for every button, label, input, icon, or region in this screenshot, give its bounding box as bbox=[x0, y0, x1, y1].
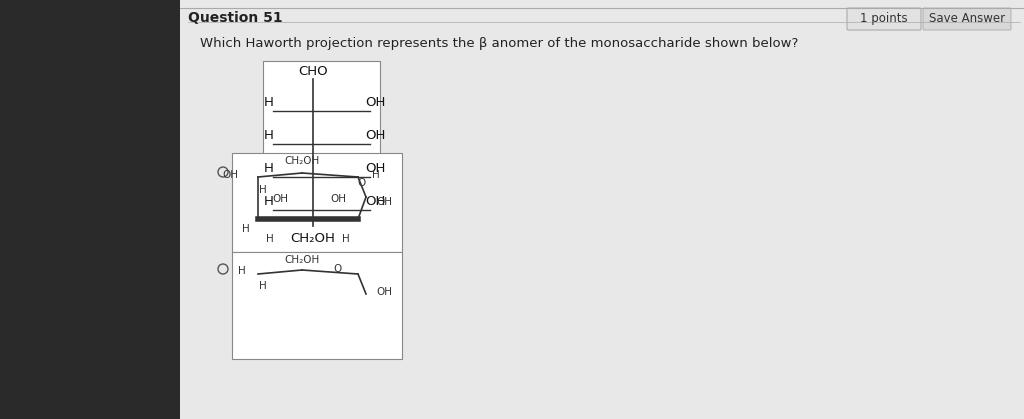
Text: CH₂OH: CH₂OH bbox=[285, 156, 319, 166]
Bar bbox=[0, 0, 180, 419]
Text: Question 51: Question 51 bbox=[188, 11, 283, 25]
Bar bbox=[232, 252, 402, 359]
Text: Save Answer: Save Answer bbox=[929, 13, 1006, 26]
Text: H: H bbox=[264, 129, 274, 142]
Text: 1 points: 1 points bbox=[860, 13, 908, 26]
Text: H: H bbox=[259, 281, 267, 291]
FancyBboxPatch shape bbox=[923, 8, 1011, 30]
Text: H: H bbox=[259, 185, 267, 195]
Text: CH₂OH: CH₂OH bbox=[291, 232, 336, 245]
FancyBboxPatch shape bbox=[847, 8, 921, 30]
Text: Which Haworth projection represents the β anomer of the monosaccharide shown bel: Which Haworth projection represents the … bbox=[200, 37, 799, 50]
Bar bbox=[180, 0, 1024, 419]
Text: OH: OH bbox=[272, 194, 288, 204]
Text: O: O bbox=[334, 264, 342, 274]
Text: H: H bbox=[239, 266, 246, 276]
Text: OH: OH bbox=[365, 129, 385, 142]
Text: H: H bbox=[266, 234, 273, 244]
Text: OH: OH bbox=[330, 194, 346, 204]
Text: OH: OH bbox=[365, 96, 385, 109]
Text: OH: OH bbox=[376, 287, 392, 297]
Text: H: H bbox=[242, 224, 250, 234]
Text: OH: OH bbox=[222, 170, 238, 180]
Text: OH: OH bbox=[365, 195, 385, 208]
Text: H: H bbox=[372, 170, 380, 180]
Text: H: H bbox=[342, 234, 350, 244]
Text: H: H bbox=[264, 162, 274, 175]
Text: H: H bbox=[264, 195, 274, 208]
Bar bbox=[263, 61, 380, 254]
Text: CHO: CHO bbox=[298, 65, 328, 78]
Text: OH: OH bbox=[376, 197, 392, 207]
Text: OH: OH bbox=[365, 162, 385, 175]
Text: H: H bbox=[264, 96, 274, 109]
Bar bbox=[232, 153, 402, 252]
Text: CH₂OH: CH₂OH bbox=[285, 255, 319, 265]
Text: O: O bbox=[357, 178, 367, 188]
